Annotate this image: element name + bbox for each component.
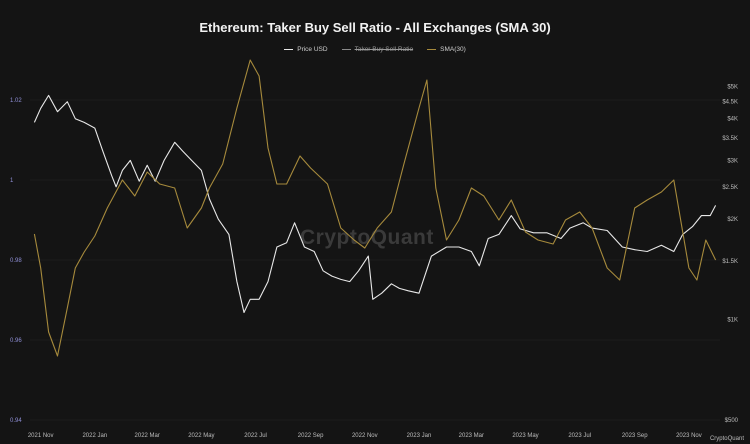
x-tick-label: 2023 Jan (407, 433, 432, 439)
legend-swatch-price (284, 48, 294, 51)
legend-swatch-taker-ratio (341, 48, 351, 51)
y-left-tick-label: 0.94 (10, 418, 22, 424)
legend: Price USD Taker Buy Sell Ratio SMA(30) (0, 46, 750, 53)
legend-label-sma: SMA(30) (440, 46, 466, 53)
credit-text: CryptoQuant (709, 436, 744, 442)
legend-item-taker-ratio[interactable]: Taker Buy Sell Ratio (341, 46, 414, 53)
x-tick-label: 2023 May (512, 433, 538, 439)
x-tick-label: 2023 Sep (622, 433, 648, 439)
y-right-tick-label: $2.5K (722, 185, 738, 191)
y-left-tick-label: 0.98 (10, 258, 22, 264)
y-right-tick-label: $4.5K (722, 100, 738, 106)
x-tick-label: 2023 Nov (676, 433, 702, 439)
watermark-logo: CryptoQuant (300, 226, 434, 249)
y-right-tick-label: $1.5K (722, 259, 738, 265)
chart-title: Ethereum: Taker Buy Sell Ratio - All Exc… (199, 20, 551, 35)
x-tick-label: 2023 Mar (459, 433, 484, 439)
y-left-tick-label: 1.02 (10, 98, 22, 104)
x-tick-label: 2023 Jul (568, 433, 591, 439)
x-tick-label: 2022 Mar (135, 433, 160, 439)
series-line-sma (33, 59, 717, 357)
y-left-tick-label: 0.96 (10, 338, 22, 344)
x-tick-label: 2022 Nov (352, 433, 378, 439)
legend-label-taker-ratio: Taker Buy Sell Ratio (354, 46, 414, 53)
legend-label-price: Price USD (297, 46, 328, 53)
y-left-tick-label: 1 (10, 178, 14, 184)
x-tick-label: 2022 May (188, 433, 214, 439)
legend-item-price[interactable]: Price USD (284, 46, 328, 53)
x-tick-label: 2022 Jul (244, 433, 267, 439)
x-tick-label: 2022 Jan (82, 433, 107, 439)
y-right-tick-label: $3.5K (722, 136, 738, 142)
y-right-tick-label: $5K (727, 84, 738, 90)
y-right-tick-label: $3K (727, 158, 738, 164)
y-right-tick-label: $4K (727, 117, 738, 123)
y-right-tick-label: $500 (725, 418, 739, 424)
y-right-tick-label: $1K (727, 318, 738, 324)
y-right-tick-label: $2K (727, 217, 738, 223)
x-tick-label: 2022 Sep (298, 433, 324, 439)
x-tick-label: 2021 Nov (28, 433, 54, 439)
legend-item-sma[interactable]: SMA(30) (427, 46, 466, 53)
legend-swatch-sma (427, 48, 437, 51)
series-line-price (33, 94, 717, 314)
